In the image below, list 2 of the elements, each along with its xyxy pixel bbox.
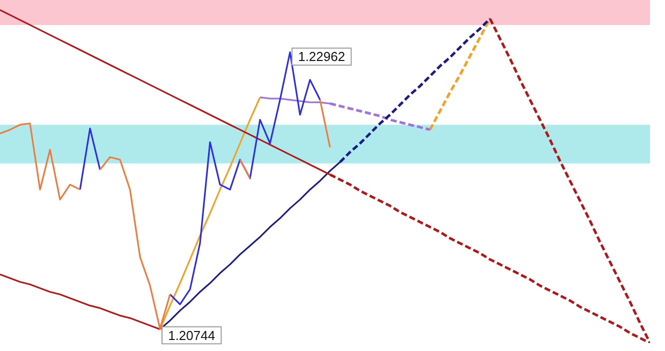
data-label: 1.20744 [168, 328, 216, 343]
data-label: 1.22962 [298, 49, 346, 64]
